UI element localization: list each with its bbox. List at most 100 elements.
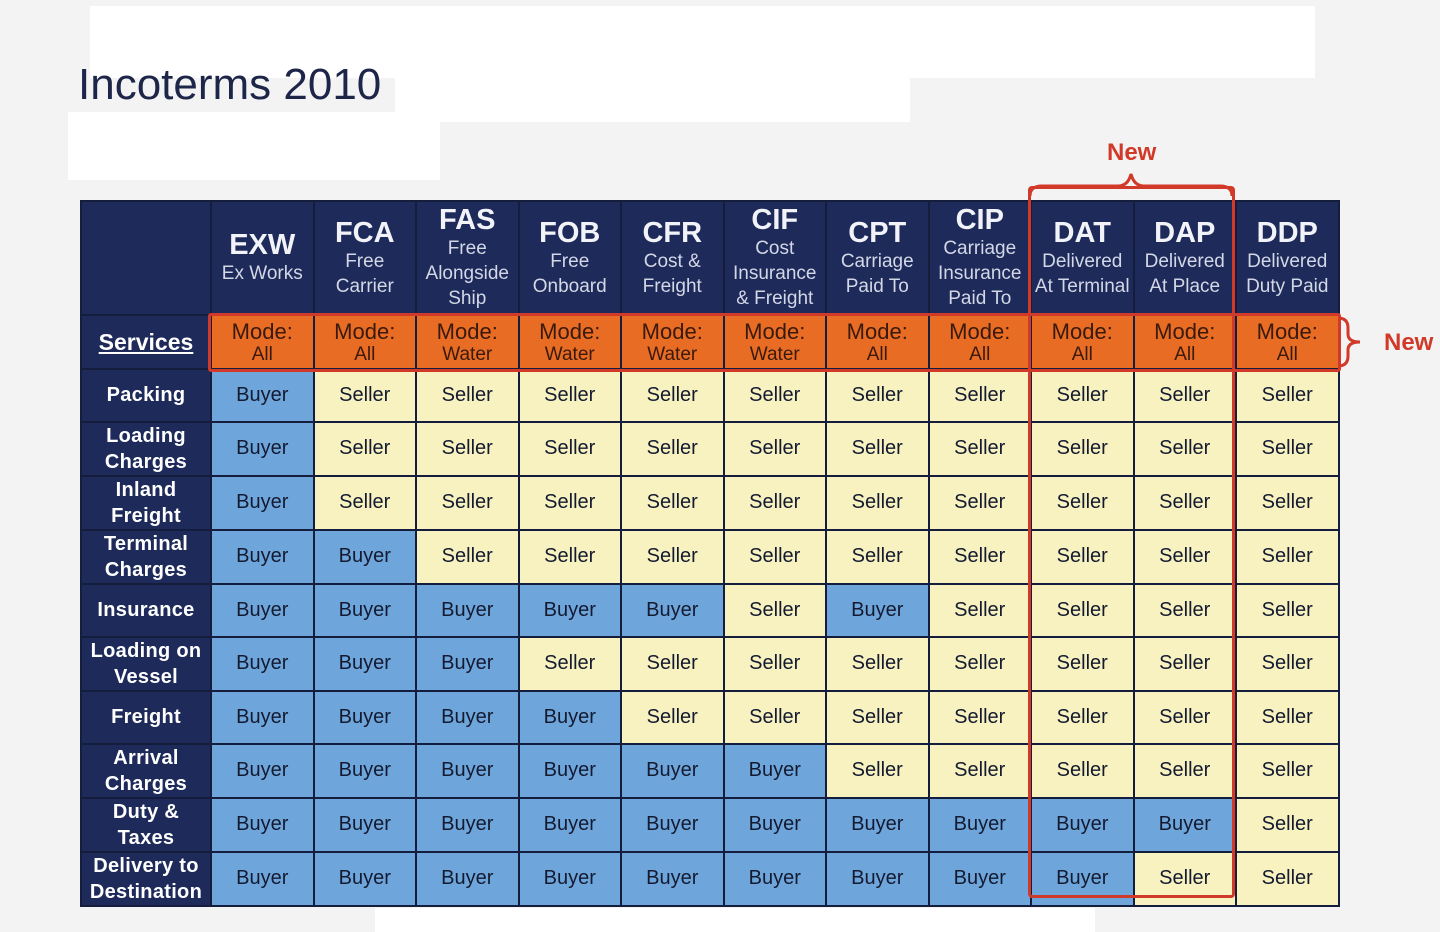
responsibility-cell: Buyer [825,796,930,853]
responsibility-cell: Buyer [620,742,725,799]
responsibility-cell: Seller [415,474,520,531]
responsibility-cell: Seller [722,528,827,585]
responsibility-cell: Seller [1132,528,1237,585]
mode-row: Services Mode: All Mode: All Mode: Water Mode:… [80,314,1340,370]
mode-cell-cif: Mode: Water [722,314,827,370]
page-title: Incoterms 2010 [78,60,382,109]
responsibility-cell: Seller [312,420,417,477]
responsibility-cell: Seller [517,420,622,477]
responsibility-cell: Buyer [517,582,622,638]
responsibility-cell: Buyer [210,474,315,531]
responsibility-cell: Seller [927,689,1032,745]
terms-header-row: EXW Ex Works FCA Free Carrier FAS Free Alongs… [80,200,1340,316]
term-header-dat: DAT Delivered At Terminal [1030,200,1135,316]
responsibility-cell: Buyer [722,796,827,853]
responsibility-cell: Seller [620,368,725,423]
responsibility-cell: Buyer [312,850,417,907]
service-label: Terminal Charges [80,528,212,585]
term-code: FOB [539,216,601,249]
responsibility-cell: Buyer [312,635,417,692]
responsibility-cell: Seller [1132,635,1237,692]
mode-cell-fob: Mode: Water [517,314,622,370]
responsibility-cell: Seller [1235,582,1340,638]
responsibility-cell: Seller [825,368,930,423]
mode-cell-ddp: Mode: All [1235,314,1340,370]
responsibility-cell: Buyer [620,582,725,638]
responsibility-cell: Seller [1132,420,1237,477]
term-code: DDP [1256,216,1318,249]
responsibility-cell: Seller [517,635,622,692]
responsibility-cell: Buyer [620,796,725,853]
responsibility-cell: Seller [312,368,417,423]
responsibility-cell: Seller [1132,474,1237,531]
responsibility-cell: Buyer [620,850,725,907]
responsibility-cell: Seller [517,474,622,531]
responsibility-cell: Seller [620,474,725,531]
responsibility-cell: Buyer [825,582,930,638]
responsibility-cell: Seller [1235,742,1340,799]
responsibility-cell: Buyer [210,635,315,692]
responsibility-cell: Buyer [517,689,622,745]
term-header-fas: FAS Free Alongside Ship [415,200,520,316]
mode-cell-dat: Mode: All [1030,314,1135,370]
new-terms-label: New [1107,139,1157,166]
responsibility-cell: Buyer [415,635,520,692]
new-terms-brace [1028,173,1234,197]
services-heading: Services [80,314,212,370]
mode-row-new-label: New [1384,329,1434,356]
term-header-dap: DAP Delivered At Place [1132,200,1237,316]
mode-cell-cip: Mode: All [927,314,1032,370]
responsibility-cell: Seller [312,474,417,531]
term-header-cfr: CFR Cost & Freight [620,200,725,316]
service-row: Insurance Buyer Buyer Buyer Buyer Buyer Seller… [80,582,1340,638]
term-name: Carriage Paid To [840,250,914,297]
responsibility-cell: Seller [1235,528,1340,585]
mode-cell-dap: Mode: All [1132,314,1237,370]
responsibility-cell: Seller [1030,474,1135,531]
responsibility-cell: Seller [517,368,622,423]
term-code: CFR [642,216,703,249]
term-name: Free Carrier [335,250,394,297]
mode-prefix: Mode: [846,319,908,344]
responsibility-cell: Seller [1030,528,1135,585]
mode-value: All [866,344,888,365]
mode-prefix: Mode: [539,319,601,344]
responsibility-cell: Seller [1235,689,1340,745]
service-row: Freight Buyer Buyer Buyer Buyer Seller Seller S… [80,689,1340,745]
term-code: FAS [439,204,496,236]
mode-row-brace [1337,316,1361,368]
term-header-fob: FOB Free Onboard [517,200,622,316]
responsibility-cell: Seller [722,420,827,477]
term-code: EXW [229,229,296,261]
responsibility-cell: Seller [722,582,827,638]
mode-cell-cfr: Mode: Water [620,314,725,370]
mode-value: All [1071,344,1093,365]
responsibility-cell: Buyer [927,850,1032,907]
responsibility-cell: Seller [415,368,520,423]
responsibility-cell: Seller [825,474,930,531]
responsibility-cell: Seller [1030,420,1135,477]
term-code: CPT [848,216,907,249]
responsibility-cell: Seller [825,635,930,692]
mode-value: Water [647,344,698,365]
responsibility-cell: Buyer [517,742,622,799]
responsibility-cell: Seller [620,528,725,585]
mode-prefix: Mode: [641,319,703,344]
responsibility-cell: Seller [1132,368,1237,423]
service-row: Terminal Charges Buyer Buyer Seller Seller Se… [80,528,1340,585]
service-label: Delivery to Destination [80,850,212,907]
responsibility-cell: Buyer [312,582,417,638]
responsibility-cell: Seller [722,474,827,531]
responsibility-cell: Seller [927,528,1032,585]
mode-cell-fas: Mode: Water [415,314,520,370]
service-label: Loading Charges [80,420,212,477]
mode-value: All [1174,344,1196,365]
term-name: Ex Works [221,263,303,284]
term-header-cpt: CPT Carriage Paid To [825,200,930,316]
mode-cell-exw: Mode: All [210,314,315,370]
responsibility-cell: Seller [620,689,725,745]
responsibility-cell: Seller [1235,368,1340,423]
service-label: Duty & Taxes [80,796,212,853]
responsibility-cell: Seller [1235,474,1340,531]
mode-prefix: Mode: [949,319,1011,344]
